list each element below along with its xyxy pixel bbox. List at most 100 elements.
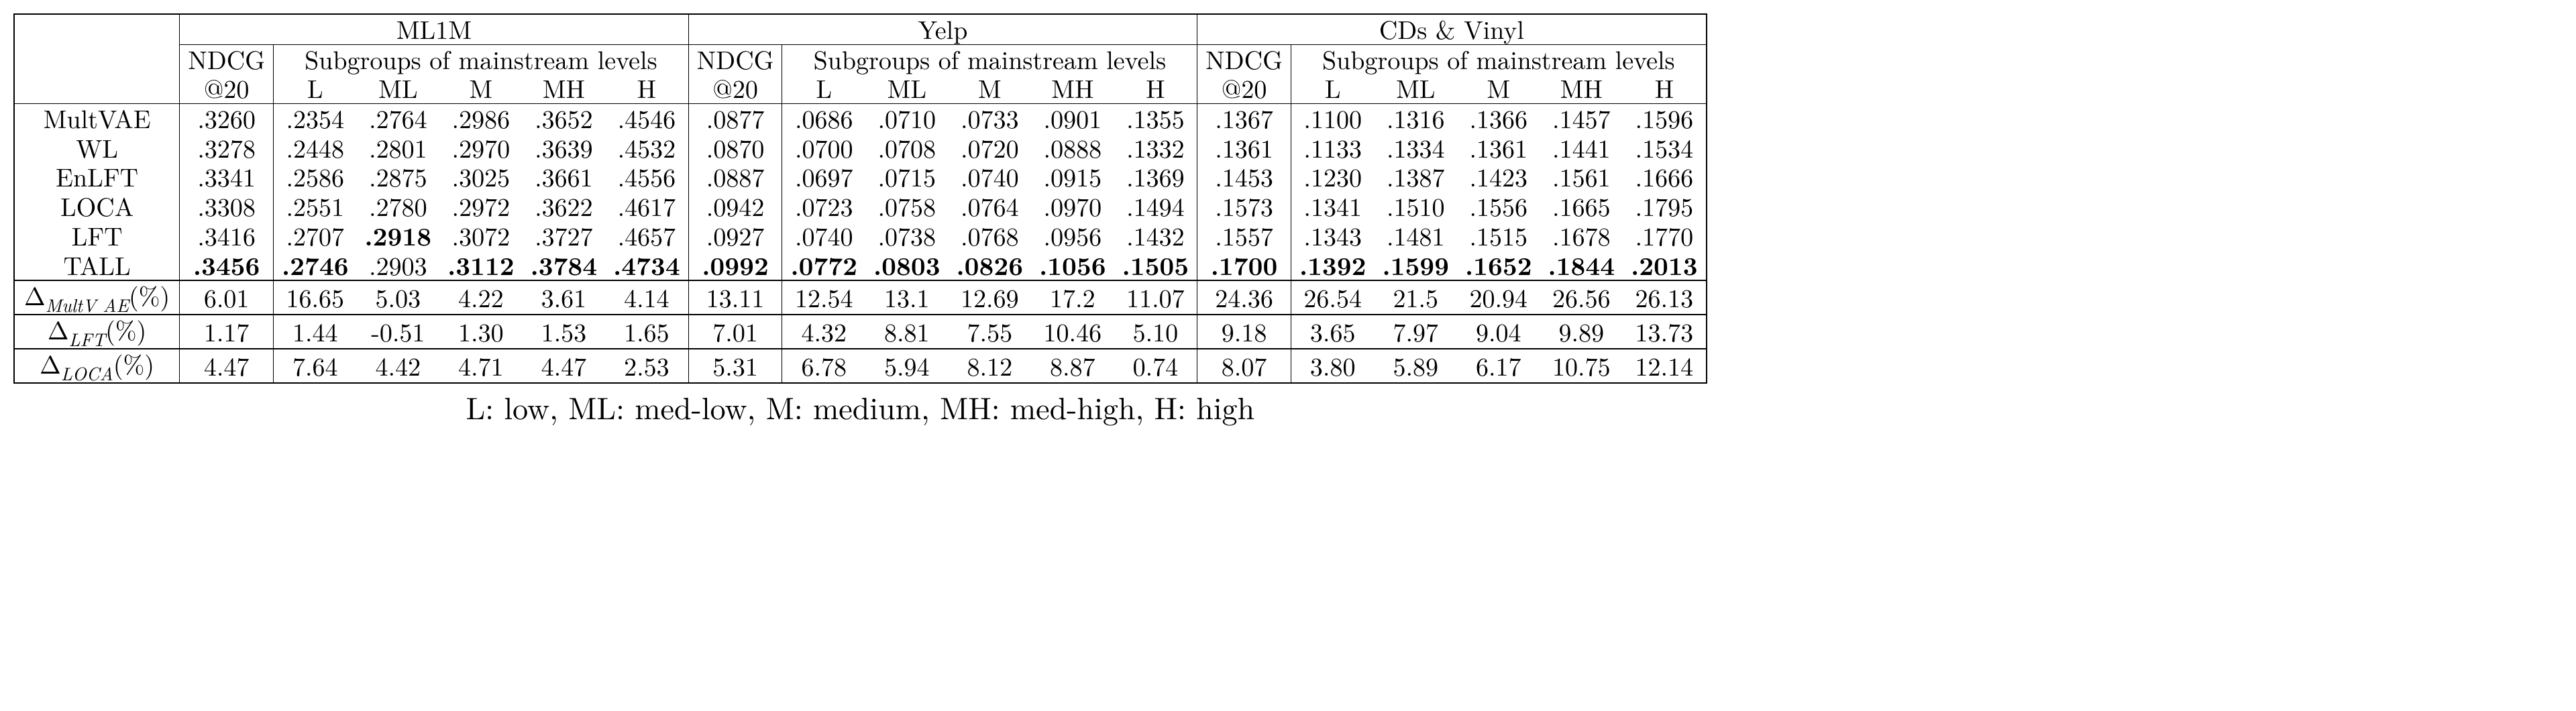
delta-cell: 12.14 bbox=[1623, 349, 1707, 383]
value-cell: .1392 bbox=[1291, 251, 1374, 281]
col-H-yelp: H bbox=[1114, 74, 1197, 103]
delta-cell: 6.17 bbox=[1457, 349, 1540, 383]
value-cell: .3727 bbox=[523, 221, 606, 251]
value-cell: .0740 bbox=[782, 221, 865, 251]
delta-cell: 20.94 bbox=[1457, 280, 1540, 315]
value-cell: .1515 bbox=[1457, 221, 1540, 251]
header-row-1: ML1M Yelp CDs & Vinyl bbox=[14, 14, 1707, 44]
delta-cell: 26.54 bbox=[1291, 280, 1374, 315]
value-cell: .2746 bbox=[274, 251, 357, 281]
delta-cell: 1.65 bbox=[605, 315, 688, 349]
delta-cell: 5.03 bbox=[357, 280, 440, 315]
value-cell: .1343 bbox=[1291, 221, 1374, 251]
delta-cell: 7.64 bbox=[274, 349, 357, 383]
empty-cell bbox=[14, 74, 180, 103]
empty-corner bbox=[14, 14, 180, 44]
value-cell: .0768 bbox=[949, 221, 1032, 251]
delta-cell: 10.75 bbox=[1540, 349, 1623, 383]
delta-cell: 10.46 bbox=[1031, 315, 1114, 349]
delta-cell: 12.54 bbox=[782, 280, 865, 315]
delta-cell: 4.22 bbox=[439, 280, 523, 315]
delta-cell: 26.13 bbox=[1623, 280, 1707, 315]
col-L-yelp: L bbox=[782, 74, 865, 103]
value-cell: .0772 bbox=[782, 251, 865, 281]
delta-cell: 5.89 bbox=[1374, 349, 1457, 383]
value-cell: .1700 bbox=[1197, 251, 1291, 281]
delta-cell: 5.31 bbox=[688, 349, 782, 383]
col-ML-ml1m: ML bbox=[357, 74, 440, 103]
ndcg-at20-yelp: @20 bbox=[688, 74, 782, 103]
header-row-2: NDCG Subgroups of mainstream levels NDCG… bbox=[14, 44, 1707, 74]
value-cell: .0927 bbox=[688, 221, 782, 251]
delta-cell: 8.87 bbox=[1031, 349, 1114, 383]
col-L-ml1m: L bbox=[274, 74, 357, 103]
method-row: WL.3278.2448.2801.2970.3639.4532.0870.07… bbox=[14, 133, 1707, 163]
method-name: LFT bbox=[14, 221, 180, 251]
col-M-ml1m: M bbox=[439, 74, 523, 103]
dataset-header-cds: CDs & Vinyl bbox=[1197, 14, 1707, 44]
value-cell: .3112 bbox=[439, 251, 523, 281]
value-cell: .1678 bbox=[1540, 221, 1623, 251]
delta-cell: 1.53 bbox=[523, 315, 606, 349]
delta-cell: 26.56 bbox=[1540, 280, 1623, 315]
col-M-cds: M bbox=[1457, 74, 1540, 103]
delta-cell: -0.51 bbox=[357, 315, 440, 349]
value-cell: .1557 bbox=[1197, 221, 1291, 251]
delta-cell: 13.11 bbox=[688, 280, 782, 315]
value-cell: .1432 bbox=[1114, 221, 1197, 251]
value-cell: .2918 bbox=[357, 221, 440, 251]
delta-row: ΔLOCA(%)4.477.644.424.714.472.535.316.78… bbox=[14, 349, 1707, 383]
delta-cell: 12.69 bbox=[949, 280, 1032, 315]
method-row: EnLFT.3341.2586.2875.3025.3661.4556.0887… bbox=[14, 162, 1707, 192]
delta-cell: 4.47 bbox=[180, 349, 274, 383]
value-cell: .2013 bbox=[1623, 251, 1707, 281]
value-cell: .4657 bbox=[605, 221, 688, 251]
value-cell: .0738 bbox=[865, 221, 949, 251]
value-cell: .3784 bbox=[523, 251, 606, 281]
col-MH-cds: MH bbox=[1540, 74, 1623, 103]
delta-cell: 1.17 bbox=[180, 315, 274, 349]
value-cell: .1844 bbox=[1540, 251, 1623, 281]
col-L-cds: L bbox=[1291, 74, 1374, 103]
delta-cell: 8.12 bbox=[949, 349, 1032, 383]
delta-label: ΔMultV AE(%) bbox=[14, 280, 180, 315]
delta-cell: 3.80 bbox=[1291, 349, 1374, 383]
delta-cell: 17.2 bbox=[1031, 280, 1114, 315]
value-cell: .0956 bbox=[1031, 221, 1114, 251]
delta-cell: 5.10 bbox=[1114, 315, 1197, 349]
results-table-container: ML1M Yelp CDs & Vinyl NDCG Subgroups of … bbox=[13, 13, 1707, 429]
col-MH-ml1m: MH bbox=[523, 74, 606, 103]
delta-cell: 5.94 bbox=[865, 349, 949, 383]
col-MH-yelp: MH bbox=[1031, 74, 1114, 103]
delta-cell: 7.55 bbox=[949, 315, 1032, 349]
delta-cell: 7.01 bbox=[688, 315, 782, 349]
value-cell: .0826 bbox=[949, 251, 1032, 281]
delta-row: ΔMultV AE(%)6.0116.655.034.223.614.1413.… bbox=[14, 280, 1707, 315]
delta-cell: 9.89 bbox=[1540, 315, 1623, 349]
value-cell: .2707 bbox=[274, 221, 357, 251]
ndcg-at20-cds: @20 bbox=[1197, 74, 1291, 103]
delta-cell: 7.97 bbox=[1374, 315, 1457, 349]
delta-label: ΔLOCA(%) bbox=[14, 349, 180, 383]
value-cell: .0992 bbox=[688, 251, 782, 281]
method-row: LFT.3416.2707.2918.3072.3727.4657.0927.0… bbox=[14, 221, 1707, 251]
value-cell: .3416 bbox=[180, 221, 274, 251]
delta-cell: 16.65 bbox=[274, 280, 357, 315]
method-name: TALL bbox=[14, 251, 180, 281]
value-cell: .3456 bbox=[180, 251, 274, 281]
delta-cell: 13.1 bbox=[865, 280, 949, 315]
value-cell: .2903 bbox=[357, 251, 440, 281]
delta-cell: 2.53 bbox=[605, 349, 688, 383]
header-row-3: @20 L ML M MH H @20 L ML M MH H @20 L ML… bbox=[14, 74, 1707, 103]
value-cell: .1056 bbox=[1031, 251, 1114, 281]
delta-row: ΔLFT(%)1.171.44-0.511.301.531.657.014.32… bbox=[14, 315, 1707, 349]
col-H-cds: H bbox=[1623, 74, 1707, 103]
delta-cell: 4.71 bbox=[439, 349, 523, 383]
dataset-header-ml1m: ML1M bbox=[180, 14, 688, 44]
col-H-ml1m: H bbox=[605, 74, 688, 103]
method-row: MultVAE.3260.2354.2764.2986.3652.4546.08… bbox=[14, 104, 1707, 133]
delta-cell: 9.18 bbox=[1197, 315, 1291, 349]
value-cell: .1599 bbox=[1374, 251, 1457, 281]
delta-cell: 0.74 bbox=[1114, 349, 1197, 383]
dataset-header-yelp: Yelp bbox=[688, 14, 1197, 44]
